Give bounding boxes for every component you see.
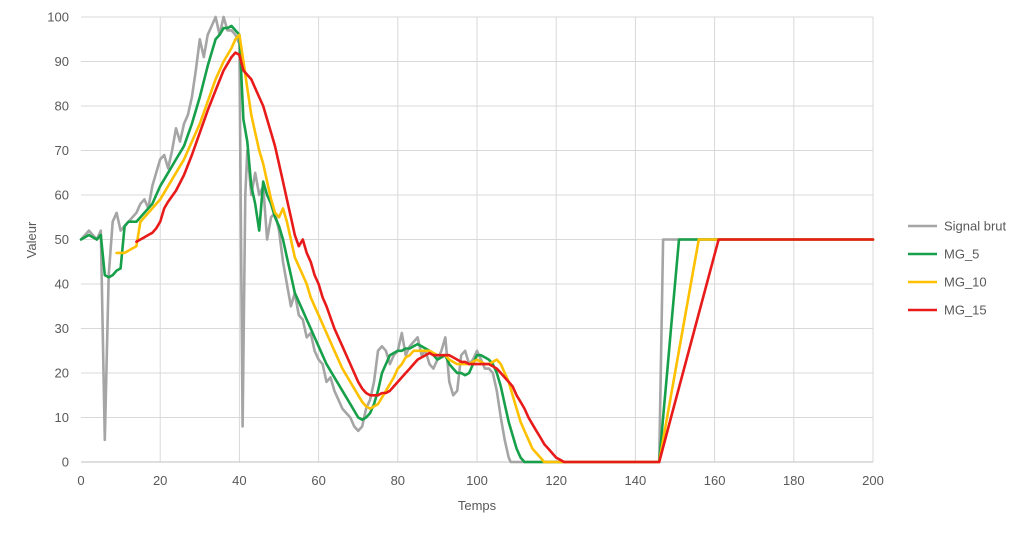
series-line-mg-10 xyxy=(115,33,875,464)
legend-label: MG_5 xyxy=(944,247,979,262)
y-tick-label: 90 xyxy=(55,54,69,69)
series-line-mg-5 xyxy=(79,24,875,464)
y-tick-label: 80 xyxy=(55,99,69,114)
x-tick-label: 140 xyxy=(625,473,647,488)
x-axis-title: Temps xyxy=(458,498,497,513)
series-lines xyxy=(79,15,875,464)
y-tick-label: 70 xyxy=(55,143,69,158)
series-line-mg-15 xyxy=(135,51,875,464)
tick-labels: 0 10 20 30 40 50 60 70 80 90 100 0 20 40 60 80 100 120 140… xyxy=(47,10,884,489)
series-line-signal-brut xyxy=(79,15,875,464)
y-tick-label: 60 xyxy=(55,188,69,203)
x-tick-label: 0 xyxy=(77,473,84,488)
y-tick-label: 10 xyxy=(55,410,69,425)
y-axis-title: Valeur xyxy=(24,221,39,258)
x-tick-label: 20 xyxy=(153,473,167,488)
legend-label: Signal brut xyxy=(944,219,1007,234)
x-tick-label: 160 xyxy=(704,473,726,488)
legend: Signal brut MG_5 MG_10 MG_15 xyxy=(908,219,1007,318)
y-tick-label: 30 xyxy=(55,321,69,336)
y-tick-label: 20 xyxy=(55,366,69,381)
x-tick-label: 200 xyxy=(862,473,884,488)
legend-label: MG_15 xyxy=(944,303,987,318)
x-tick-label: 180 xyxy=(783,473,805,488)
x-tick-label: 100 xyxy=(466,473,488,488)
y-tick-label: 100 xyxy=(47,10,69,25)
y-tick-label: 0 xyxy=(62,455,69,470)
x-tick-label: 40 xyxy=(232,473,246,488)
y-tick-label: 50 xyxy=(55,232,69,247)
y-tick-label: 40 xyxy=(55,277,69,292)
x-tick-label: 80 xyxy=(391,473,405,488)
x-tick-label: 60 xyxy=(311,473,325,488)
x-tick-label: 120 xyxy=(545,473,567,488)
legend-label: MG_10 xyxy=(944,275,987,290)
